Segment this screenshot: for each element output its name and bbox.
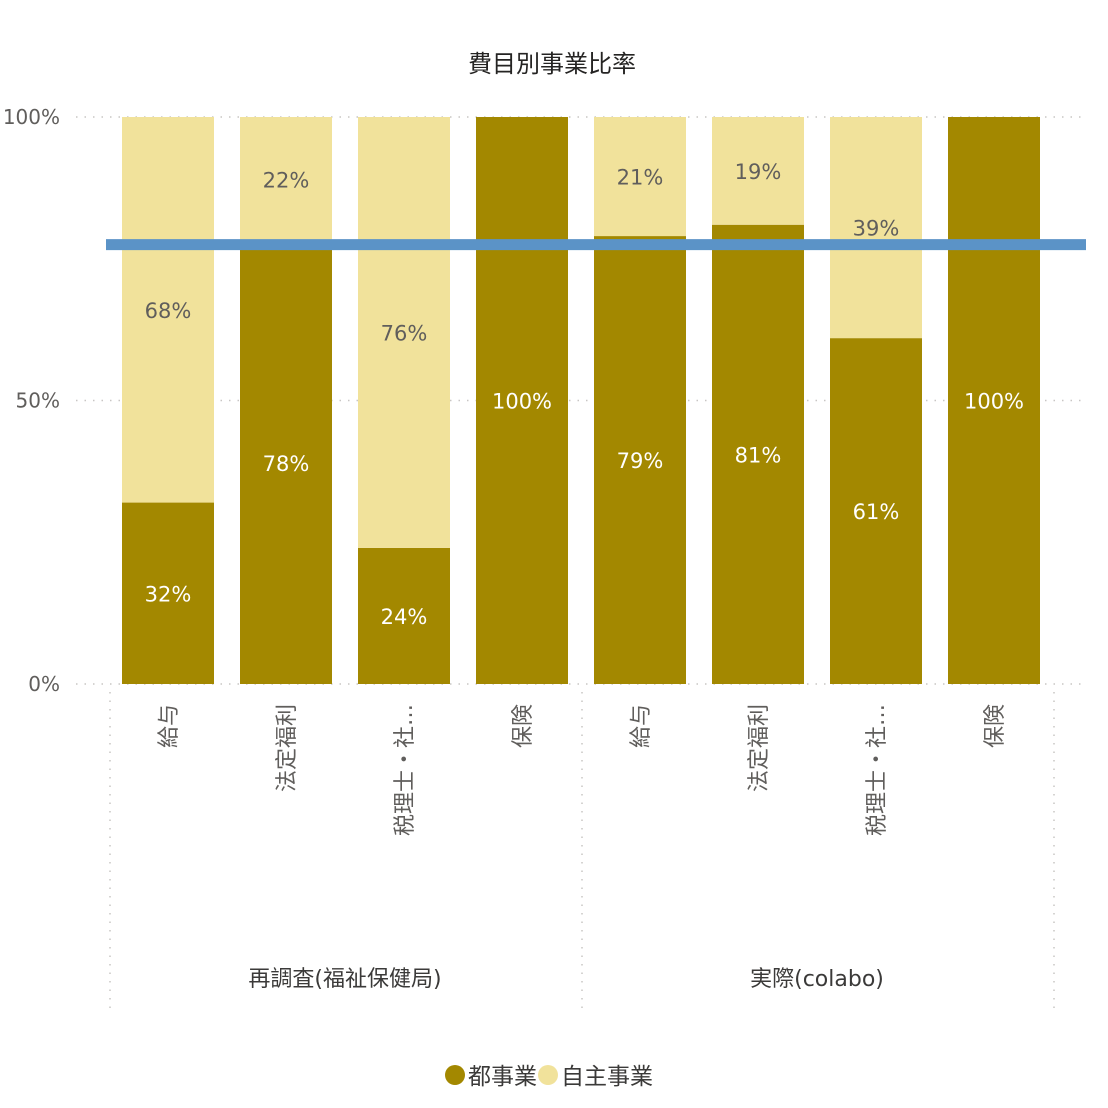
bar-segment-都事業	[358, 547, 450, 684]
data-label-都事業: 100%	[964, 390, 1024, 414]
bar-segment-自主事業	[358, 117, 450, 548]
bar-segment-都事業	[830, 338, 922, 684]
data-label-自主事業: 39%	[853, 217, 900, 241]
data-label-都事業: 100%	[492, 390, 552, 414]
bar-segment-都事業	[712, 224, 804, 685]
x-axis-categories: 給与 法定福利 税理士・社… 保険 給与 法定福利 税理士・社… 保険	[157, 704, 1008, 836]
bar-segment-都事業	[948, 117, 1040, 684]
legend: 都事業 自主事業	[445, 1064, 653, 1090]
x-group-label: 再調査(福祉保健局)	[248, 967, 441, 992]
bar-segment-都事業	[240, 241, 332, 685]
x-category-label: 税理士・社…	[865, 704, 890, 836]
data-label-都事業: 32%	[145, 582, 192, 606]
bars	[122, 117, 1040, 685]
data-label-自主事業: 68%	[145, 299, 192, 323]
bar-segment-自主事業	[240, 117, 332, 242]
y-tick-label: 50%	[16, 389, 60, 413]
legend-swatch-自主事業	[538, 1065, 558, 1085]
x-category-label: 保険	[983, 704, 1008, 748]
data-label-自主事業: 19%	[735, 160, 782, 184]
legend-label-都事業: 都事業	[468, 1064, 537, 1090]
y-tick-label: 100%	[3, 105, 60, 129]
x-category-label: 法定福利	[275, 704, 300, 792]
legend-swatch-都事業	[445, 1065, 465, 1085]
y-tick-label: 0%	[28, 672, 60, 696]
data-label-都事業: 81%	[735, 443, 782, 467]
bar-segment-都事業	[476, 117, 568, 684]
x-category-label: 保険	[511, 704, 536, 748]
x-category-label: 税理士・社…	[393, 704, 418, 836]
x-group-label: 実際(colabo)	[750, 967, 884, 992]
data-label-自主事業: 76%	[381, 321, 428, 345]
bar-segment-自主事業	[122, 117, 214, 503]
chart-title: 費目別事業比率	[468, 50, 636, 78]
bar-segment-都事業	[122, 502, 214, 684]
data-label-都事業: 79%	[617, 449, 664, 473]
bar-segment-自主事業	[712, 117, 804, 225]
data-labels: 32% 68% 78% 22% 24% 76% 100% 79% 21% 81% 19% 61% 39%…	[145, 160, 1024, 629]
data-label-自主事業: 22%	[263, 168, 310, 192]
x-category-label: 法定福利	[747, 704, 772, 792]
x-category-label: 給与	[157, 704, 182, 748]
data-label-自主事業: 21%	[617, 166, 664, 190]
bar-segment-自主事業	[594, 117, 686, 237]
data-label-都事業: 78%	[263, 452, 310, 476]
gridlines	[76, 116, 1086, 1010]
x-category-label: 給与	[629, 704, 654, 748]
bar-segment-自主事業	[830, 117, 922, 339]
bar-segment-都事業	[594, 236, 686, 684]
data-label-都事業: 24%	[381, 605, 428, 629]
legend-label-自主事業: 自主事業	[561, 1064, 653, 1090]
data-label-都事業: 61%	[853, 500, 900, 524]
y-axis-ticks: 100% 50% 0%	[3, 105, 60, 696]
x-axis-groups: 再調査(福祉保健局) 実際(colabo)	[248, 967, 883, 992]
